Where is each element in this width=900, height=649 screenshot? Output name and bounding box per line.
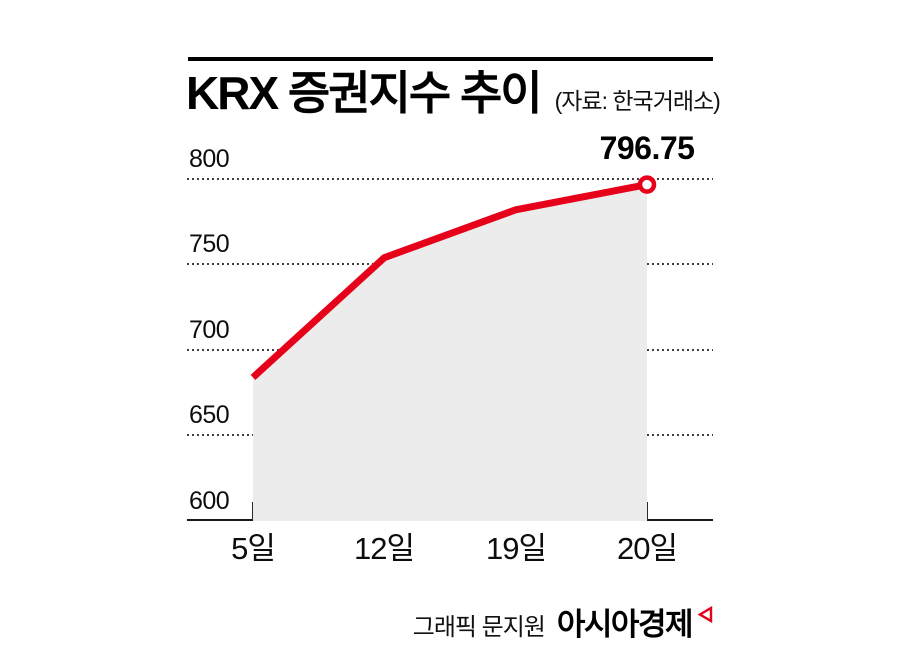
- brand-mark-icon: [697, 605, 714, 628]
- brand-logo-text: 아시아경제: [556, 607, 694, 642]
- y-axis-label: 750: [189, 230, 230, 258]
- y-axis-label: 800: [189, 145, 230, 173]
- graphic-credit: 그래픽 문지원: [412, 614, 546, 641]
- gridline-800: [187, 178, 713, 180]
- x-axis-line: [187, 519, 713, 521]
- x-axis-tick: [252, 502, 254, 520]
- x-axis-tick: [383, 502, 385, 520]
- last-value-label: 796.75: [599, 130, 695, 166]
- gridline-700: [187, 349, 713, 351]
- page-title: KRX 증권지수 추이: [186, 67, 543, 119]
- x-axis-tick: [646, 502, 648, 520]
- y-axis-label: 650: [189, 401, 230, 429]
- area-fill: [253, 184, 647, 521]
- x-axis-label: 20일: [616, 531, 678, 566]
- y-axis-label: 600: [189, 487, 230, 515]
- title-row: KRX 증권지수 추이 (자료: 한국거래소): [186, 67, 721, 119]
- footer-credit-row: 그래픽 문지원 아시아경제: [413, 599, 714, 644]
- x-axis-label: 12일: [353, 531, 415, 566]
- x-axis-tick: [515, 502, 517, 520]
- source-note: (자료: 한국거래소): [554, 88, 721, 114]
- x-axis-label: 5일: [231, 531, 276, 566]
- top-rule: [188, 57, 713, 61]
- y-axis-label: 700: [189, 316, 230, 344]
- gridline-650: [187, 434, 713, 436]
- x-axis-label: 19일: [485, 531, 547, 566]
- gridline-750: [187, 263, 713, 265]
